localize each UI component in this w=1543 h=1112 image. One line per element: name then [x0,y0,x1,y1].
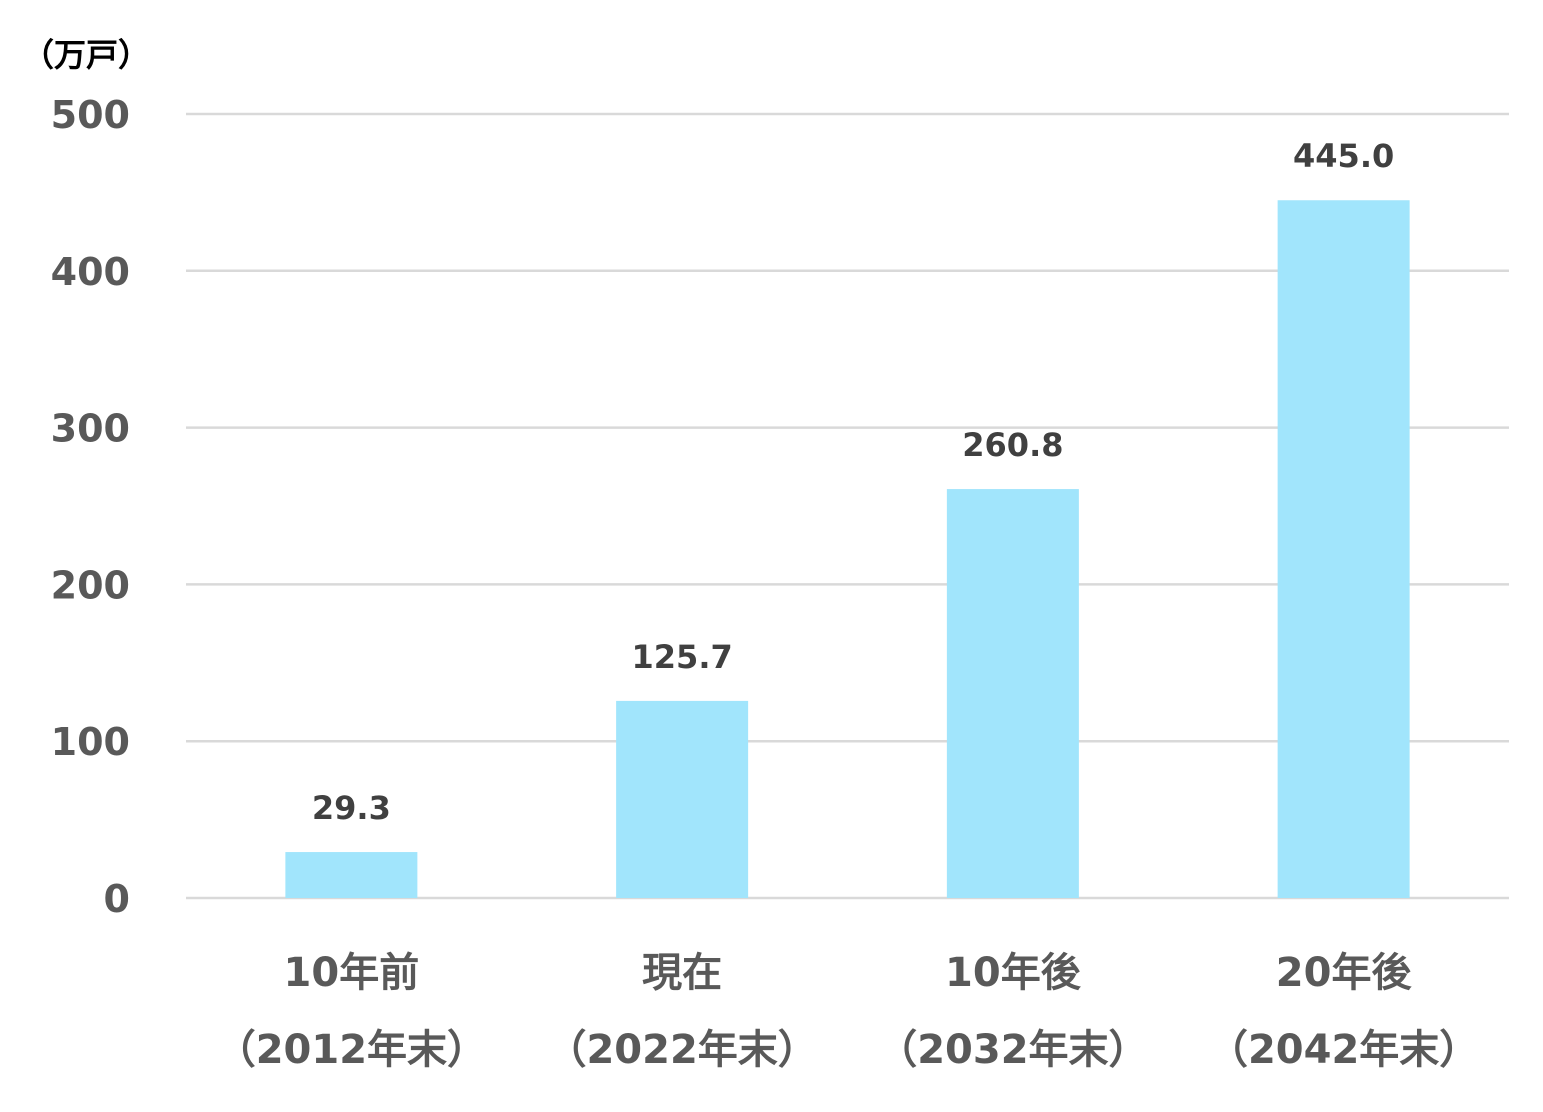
y-tick-label: 200 [51,563,130,607]
data-label: 125.7 [632,638,733,676]
y-axis-ticks: 0 100 200 300 400 500 [51,93,130,921]
data-label: 445.0 [1293,137,1394,175]
x-tick-label: 10年後 [945,950,1082,996]
x-tick-sublabel: （2012年末） [216,1027,487,1073]
y-tick-label: 300 [51,407,130,451]
data-label: 29.3 [312,789,391,827]
x-tick-sublabel: （2032年末） [877,1027,1148,1073]
bar-1 [616,700,749,898]
x-tick-sublabel: （2042年末） [1208,1027,1479,1073]
x-axis-ticks: 10年前 （2012年末） 現在 （2022年末） 10年後 （2032年末） 20年後 （2… [216,950,1480,1073]
data-label: 260.8 [962,426,1063,464]
data-labels: 29.3 125.7 260.8 445.0 [312,137,1394,827]
x-tick-label: 10年前 [284,950,420,996]
y-tick-label: 0 [104,877,130,921]
y-tick-label: 500 [51,93,130,137]
y-axis-unit-label: （万戸） [22,36,150,74]
x-tick-label: 現在 [642,950,722,996]
bar-2 [946,489,1079,898]
x-tick-label: 20年後 [1276,950,1413,996]
bars [285,200,1410,899]
y-tick-label: 100 [51,720,130,764]
bar-0 [285,852,418,898]
x-tick-sublabel: （2022年末） [546,1027,817,1073]
bar-3 [1277,200,1410,899]
y-tick-label: 400 [51,250,130,294]
